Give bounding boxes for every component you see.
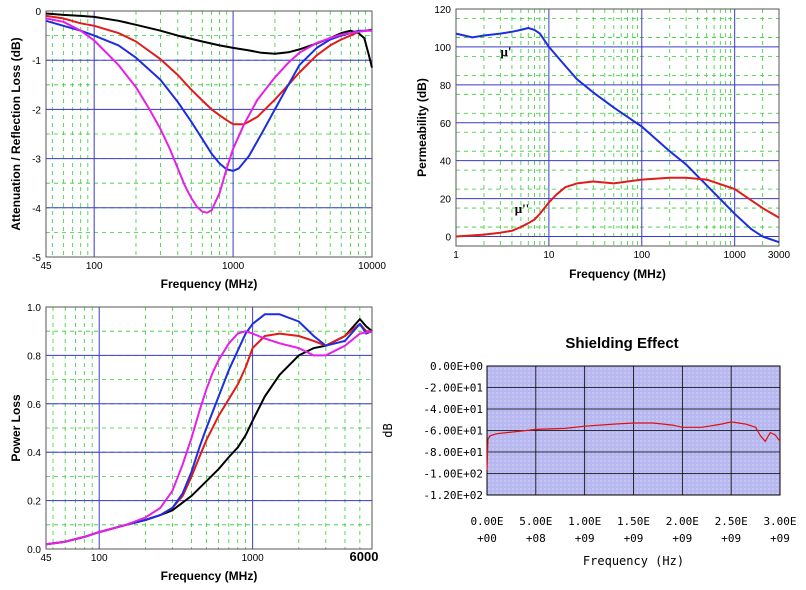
attenuation-panel: 45 100 1000 10000 0 -1 -2 -3 -4 -5 Frequency (MHz)… [9, 7, 386, 291]
y-tick-label: -2.00E+01 [423, 382, 483, 395]
x-tick-label: 1 [453, 250, 459, 261]
y-tick-label: 0.6 [27, 400, 41, 411]
series-line-red [45, 14, 373, 126]
y-tick-label: -4.00E+01 [423, 403, 483, 416]
x-tick-label: 6000 [350, 549, 379, 564]
x-tick-label: 1000 [241, 553, 264, 564]
x-tick-label: 45 [40, 553, 52, 564]
power-loss-panel: 45 100 1000 6000 0.0 0.2 0.4 0.6 0.8 1.0 Frequency… [9, 303, 378, 583]
y-tick-label: -1 [32, 56, 41, 67]
shielding-title: Shielding Effect [565, 335, 678, 352]
x-tick-label: 10 [543, 250, 555, 261]
x-axis-label: Frequency (Hz) [583, 554, 684, 568]
x-tick-label: 2.00E [666, 515, 699, 528]
y-axis-label: Attenuation / Reflection Loss (dB) [9, 37, 23, 230]
y-axis-label: Permeability (dB) [415, 78, 429, 177]
x-tick-label: 3000 [768, 250, 791, 261]
y-tick-label: -2 [32, 105, 41, 116]
y-tick-label: 80 [440, 81, 452, 92]
plot-frame [45, 306, 373, 550]
mu-prime-annotation: μ' [501, 44, 512, 59]
x-tick-label: +09 [721, 532, 741, 545]
y-tick-label: 120 [434, 5, 451, 16]
plot-frame [486, 365, 781, 496]
x-tick-label: 0.00E [470, 515, 503, 528]
x-tick-label: 100 [633, 250, 650, 261]
plot-frame [455, 8, 780, 247]
series-line-red [455, 176, 780, 238]
y-tick-label: 0.8 [27, 351, 41, 362]
series-line-blue [45, 19, 373, 172]
y-tick-label: 0.4 [27, 448, 41, 459]
y-tick-label: 20 [440, 195, 452, 206]
x-tick-label: +09 [624, 532, 644, 545]
y-axis-label: dB [381, 423, 395, 437]
series-line-black [45, 12, 373, 68]
y-tick-label: -8.00E+01 [423, 446, 483, 459]
y-tick-label: -3 [32, 155, 41, 166]
y-axis-label: Power Loss [9, 394, 23, 462]
series-line-magenta [45, 17, 372, 214]
y-tick-label: 0 [35, 7, 41, 18]
y-tick-label: 60 [440, 119, 452, 130]
mu-double-prime-annotation: μ'' [515, 201, 530, 216]
y-tick-label: -4 [32, 204, 41, 215]
x-tick-label: +09 [770, 532, 790, 545]
x-tick-label: 100 [86, 261, 103, 272]
y-tick-label: -5 [32, 253, 41, 264]
x-axis-label: Frequency (MHz) [569, 267, 666, 281]
y-tick-label: 0.0 [27, 545, 41, 556]
y-tick-label: 1.0 [27, 303, 41, 314]
x-tick-label: 3.00E [763, 515, 796, 528]
x-tick-label: 1.50E [617, 515, 650, 528]
x-tick-label: +09 [672, 532, 692, 545]
plot-frame [45, 10, 373, 258]
y-tick-label: 0 [445, 233, 451, 244]
y-tick-label: -6.00E+01 [423, 425, 483, 438]
series-line-magenta [45, 330, 373, 546]
x-tick-label: 5.00E [519, 515, 552, 528]
x-axis-label: Frequency (MHz) [161, 569, 258, 583]
x-tick-label: +09 [575, 532, 595, 545]
x-tick-label: 1000 [222, 261, 245, 272]
x-tick-label: 1000 [724, 250, 747, 261]
x-tick-label: 2.50E [715, 515, 748, 528]
series-line-blue [455, 27, 780, 244]
y-tick-label: -1.00E+02 [423, 468, 483, 481]
series-line-red [486, 421, 781, 471]
x-tick-label: +08 [526, 532, 546, 545]
x-tick-label: 1.00E [568, 515, 601, 528]
y-tick-label: 0.00E+00 [430, 360, 483, 373]
x-tick-label: +00 [477, 532, 497, 545]
y-tick-label: 0.2 [27, 497, 41, 508]
x-tick-label: 100 [91, 553, 108, 564]
y-tick-label: -1.20E+02 [423, 489, 483, 502]
x-tick-label: 10000 [358, 261, 386, 272]
shielding-effect-panel: Shielding Effect 0.00E+00-2.00E+01-4.00E… [381, 335, 797, 568]
x-tick-label: 45 [40, 261, 52, 272]
x-axis-label: Frequency (MHz) [161, 277, 258, 291]
plot-area [456, 9, 779, 246]
y-tick-label: 100 [434, 43, 451, 54]
y-tick-label: 40 [440, 157, 452, 168]
permeability-panel: 1 10 100 1000 3000 0 20 40 60 80 100 120 Frequency (… [415, 5, 791, 281]
